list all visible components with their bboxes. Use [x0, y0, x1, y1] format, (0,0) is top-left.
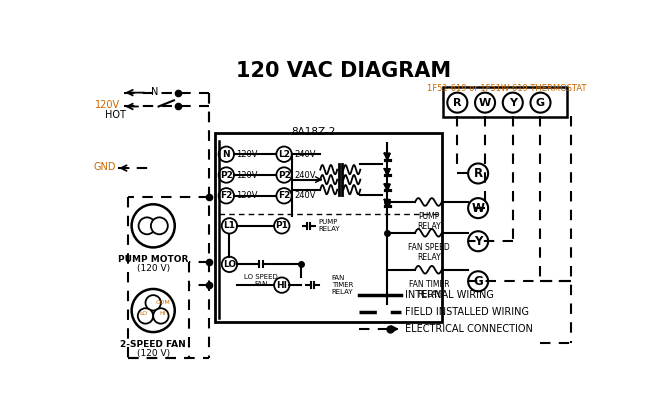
Bar [215, 133, 442, 322]
Circle shape [151, 217, 168, 234]
Text: R: R [474, 167, 482, 180]
Circle shape [475, 93, 495, 113]
Text: 1F51-619 or 1F51W-619 THERMOSTAT: 1F51-619 or 1F51W-619 THERMOSTAT [427, 84, 586, 93]
Text: P2: P2 [277, 171, 291, 179]
Text: 240V: 240V [294, 191, 316, 200]
Text: PUMP MOTOR: PUMP MOTOR [118, 255, 188, 264]
Text: PUMP
RELAY: PUMP RELAY [319, 219, 340, 233]
Circle shape [131, 289, 175, 332]
Circle shape [139, 217, 155, 234]
Text: G: G [536, 98, 545, 108]
Text: L1: L1 [223, 221, 235, 230]
Text: P1: P1 [275, 221, 288, 230]
Text: HOT: HOT [105, 110, 127, 119]
Circle shape [131, 204, 175, 247]
Text: R: R [453, 98, 462, 108]
Text: FAN
TIMER
RELAY: FAN TIMER RELAY [332, 275, 354, 295]
Circle shape [274, 277, 289, 293]
Bar [444, 87, 567, 116]
Text: F2: F2 [220, 191, 232, 200]
Circle shape [468, 231, 488, 251]
Circle shape [218, 147, 234, 162]
Text: W: W [479, 98, 491, 108]
Circle shape [468, 198, 488, 218]
Text: 120V: 120V [237, 150, 258, 159]
Circle shape [145, 295, 161, 310]
Text: HI: HI [159, 311, 165, 316]
Circle shape [277, 167, 291, 183]
Circle shape [218, 167, 234, 183]
Text: F2: F2 [278, 191, 290, 200]
Text: P2: P2 [220, 171, 232, 179]
Circle shape [222, 218, 237, 233]
Circle shape [277, 188, 291, 204]
Text: 120 VAC DIAGRAM: 120 VAC DIAGRAM [236, 61, 451, 81]
Circle shape [138, 308, 153, 323]
Text: 240V: 240V [294, 150, 316, 159]
Circle shape [502, 93, 523, 113]
Polygon shape [385, 200, 390, 206]
Text: 2-SPEED FAN: 2-SPEED FAN [121, 340, 186, 349]
Text: 120V: 120V [237, 191, 258, 200]
Text: ELECTRICAL CONNECTION: ELECTRICAL CONNECTION [405, 324, 533, 334]
Text: 120V: 120V [95, 100, 121, 110]
Text: INTERNAL WIRING: INTERNAL WIRING [405, 290, 494, 300]
Text: FAN TIMER
RELAY: FAN TIMER RELAY [409, 280, 449, 299]
Polygon shape [385, 184, 390, 190]
Text: Y: Y [509, 98, 517, 108]
Circle shape [468, 271, 488, 291]
Circle shape [277, 147, 291, 162]
Text: HI: HI [276, 281, 287, 290]
Text: 8A18Z-2: 8A18Z-2 [291, 127, 335, 137]
Text: FIELD INSTALLED WIRING: FIELD INSTALLED WIRING [405, 307, 529, 317]
Circle shape [468, 163, 488, 184]
Text: L2: L2 [278, 150, 290, 159]
Text: N: N [151, 87, 158, 97]
Text: 120V: 120V [237, 171, 258, 179]
Text: G: G [473, 275, 483, 288]
Text: LO: LO [223, 260, 236, 269]
Polygon shape [385, 153, 390, 160]
Circle shape [531, 93, 551, 113]
Text: 240V: 240V [294, 171, 316, 179]
Text: GND: GND [93, 162, 116, 172]
Polygon shape [385, 169, 390, 175]
Text: Y: Y [474, 235, 482, 248]
Text: PUMP
RELAY: PUMP RELAY [417, 212, 441, 231]
Circle shape [448, 93, 468, 113]
Text: N: N [222, 150, 230, 159]
Circle shape [274, 218, 289, 233]
Circle shape [153, 308, 169, 323]
Circle shape [218, 188, 234, 204]
Text: COM: COM [155, 300, 170, 305]
Text: FAN SPEED
RELAY: FAN SPEED RELAY [408, 243, 450, 262]
Circle shape [222, 257, 237, 272]
Text: LO: LO [140, 311, 148, 316]
Text: (120 V): (120 V) [137, 264, 170, 273]
Text: W: W [472, 202, 484, 215]
Text: LO SPEED
FAN: LO SPEED FAN [244, 274, 278, 287]
Text: (120 V): (120 V) [137, 349, 170, 358]
